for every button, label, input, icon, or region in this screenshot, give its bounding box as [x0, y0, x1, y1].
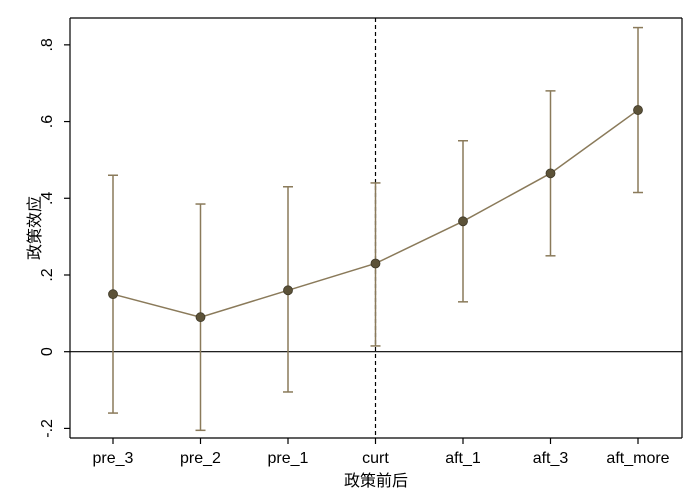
- x-tick-label: pre_2: [180, 450, 221, 467]
- x-ticks: pre_3 pre_2 pre_1 curt aft_1 aft_3 aft_more: [93, 438, 670, 467]
- data-point: [283, 285, 293, 296]
- x-tick-label: curt: [362, 450, 389, 467]
- x-axis-title: 政策前后: [344, 471, 408, 490]
- y-axis-title: 政策效应: [25, 196, 44, 260]
- x-tick-label: aft_more: [606, 450, 669, 467]
- y-tick-label: .6: [39, 115, 56, 128]
- x-tick-label: pre_1: [268, 450, 309, 467]
- data-point: [633, 105, 643, 115]
- y-tick-label: 0: [39, 347, 56, 356]
- data-point: [195, 312, 206, 323]
- y-tick-label: .8: [39, 38, 56, 51]
- x-tick-label: aft_3: [533, 450, 569, 467]
- y-tick-label: .2: [39, 268, 56, 281]
- data-point: [370, 258, 381, 269]
- data-point: [108, 289, 118, 300]
- data-point: [458, 216, 468, 227]
- x-tick-label: pre_3: [93, 450, 134, 467]
- y-ticks: -.2 0 .2 .4 .6 .8: [39, 38, 70, 438]
- y-tick-label: .4: [39, 192, 56, 205]
- data-points: [108, 105, 643, 323]
- data-point: [545, 168, 556, 179]
- x-tick-label: aft_1: [445, 450, 481, 467]
- y-tick-label: -.2: [39, 419, 56, 438]
